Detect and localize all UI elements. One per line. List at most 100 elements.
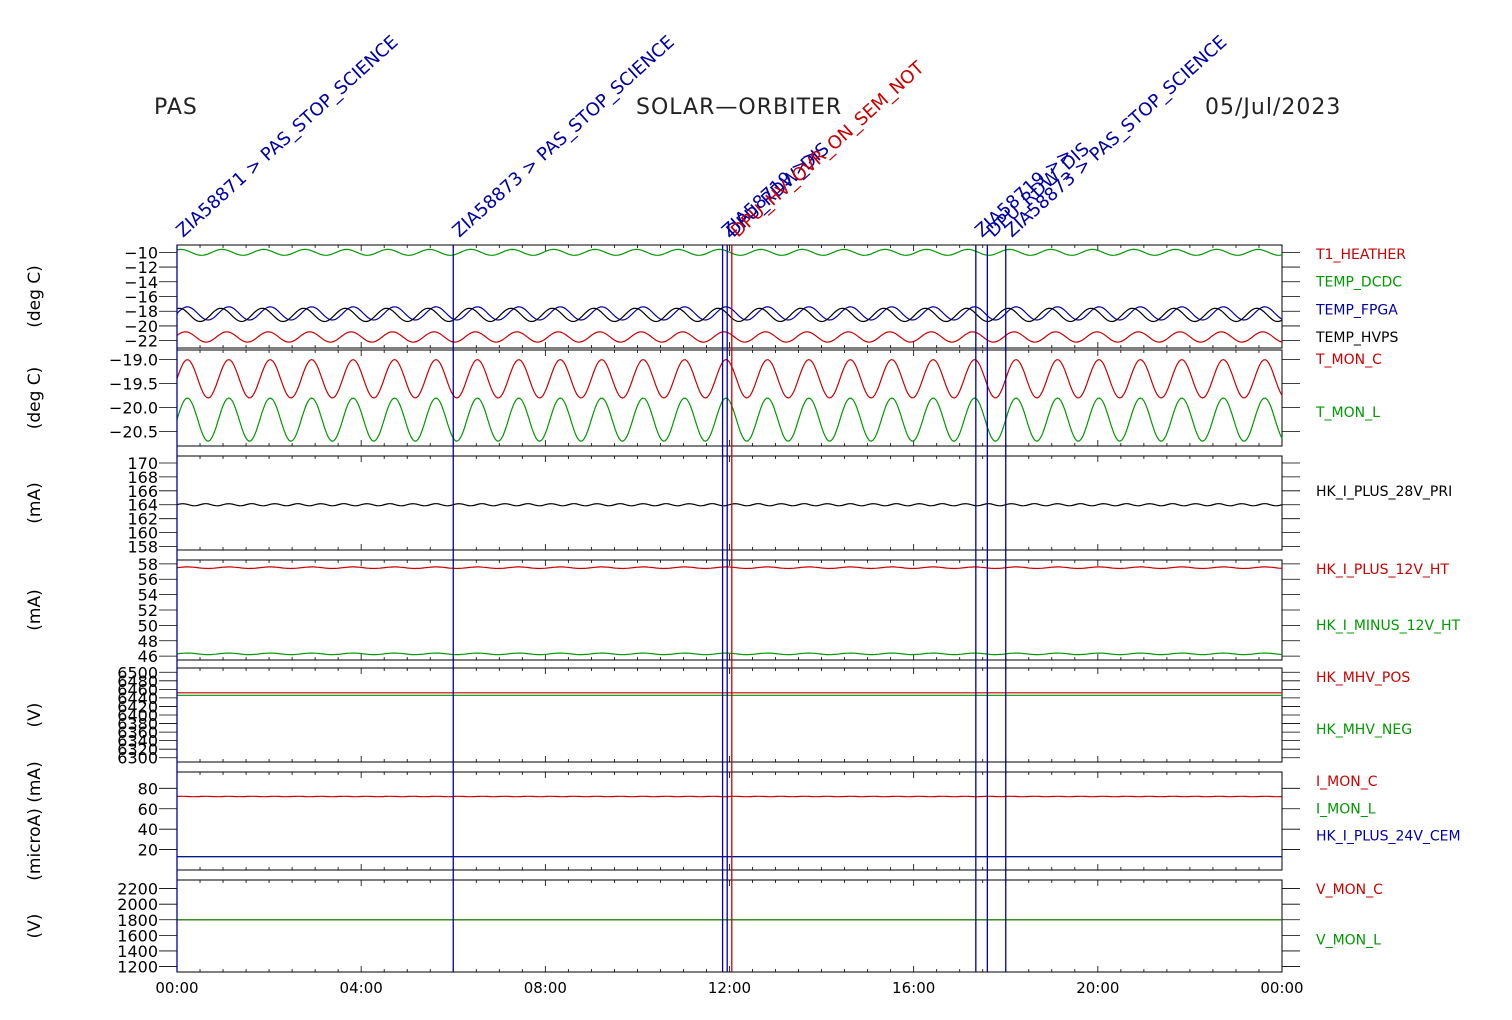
- panel-frame: [176, 244, 1283, 349]
- y-tick-label: −18: [124, 302, 158, 321]
- series-legend-label: HK_I_PLUS_12V_HT: [1316, 562, 1449, 578]
- y-tick-label: 6460: [117, 680, 158, 699]
- series-line: [176, 358, 1283, 399]
- panel-frame: [176, 349, 1283, 447]
- series-legend-label: I_MON_L: [1316, 801, 1376, 817]
- y-tick-label: −20.5: [109, 423, 158, 442]
- y-tick-label: 158: [127, 538, 158, 557]
- series-line: [176, 397, 1283, 442]
- series-legend-label: HK_I_PLUS_24V_CEM: [1316, 829, 1461, 845]
- y-axis-label: (V): [25, 703, 45, 728]
- series-line: [176, 331, 1283, 343]
- y-axis-label: (deg C): [25, 265, 45, 328]
- instrument-title: PAS: [154, 95, 198, 120]
- y-tick-label: −22: [124, 332, 158, 351]
- y-tick-label: 20: [138, 841, 158, 860]
- y-tick-label: 2200: [117, 880, 158, 899]
- panel-frame: [176, 559, 1283, 661]
- y-tick-label: 1600: [117, 926, 158, 945]
- y-tick-label: 166: [127, 482, 158, 501]
- y-tick-label: 46: [138, 647, 158, 666]
- y-tick-label: 56: [138, 570, 158, 589]
- panel-frame: [176, 667, 1283, 763]
- event-label: DPU_HV_OVR_ON_SEM_NOT: [727, 57, 929, 242]
- series-legend-label: HK_I_MINUS_12V_HT: [1316, 618, 1461, 634]
- y-tick-label: 162: [127, 510, 158, 529]
- series-line: [176, 248, 1283, 256]
- series-legend-label: T_MON_L: [1315, 405, 1380, 421]
- y-axis-label: (deg C): [25, 367, 45, 430]
- y-tick-label: 54: [138, 586, 158, 605]
- mission-title: SOLAR—ORBITER: [636, 95, 843, 120]
- y-tick-label: 168: [127, 468, 158, 487]
- y-tick-label: 58: [138, 555, 158, 574]
- y-tick-label: −19.5: [109, 375, 158, 394]
- y-tick-label: 1800: [117, 911, 158, 930]
- y-axis-label: (microA) (mA): [25, 761, 45, 880]
- y-axis-label: (mA): [25, 589, 45, 630]
- panel-frame: [176, 879, 1283, 973]
- x-tick-label: 16:00: [892, 979, 935, 997]
- y-tick-label: 164: [127, 496, 158, 515]
- series-line: [176, 307, 1283, 323]
- series-line: [176, 306, 1283, 321]
- x-tick-label: 08:00: [524, 979, 567, 997]
- series-line: [176, 566, 1283, 570]
- series-legend-label: T1_HEATHER: [1315, 247, 1406, 263]
- series-line: [176, 652, 1283, 656]
- event-label: ZIA58871 > PAS_STOP_SCIENCE: [172, 32, 402, 242]
- y-tick-label: 6400: [117, 706, 158, 725]
- y-tick-label: 40: [138, 820, 158, 839]
- y-tick-label: 6380: [117, 715, 158, 734]
- y-tick-label: −16: [124, 288, 158, 307]
- series-legend-label: TEMP_DCDC: [1315, 275, 1402, 291]
- y-tick-label: 6340: [117, 732, 158, 751]
- y-axis-label: (V): [25, 914, 45, 939]
- date-title: 05/Jul/2023: [1205, 95, 1342, 120]
- y-tick-label: 6320: [117, 740, 158, 759]
- y-tick-label: 6440: [117, 689, 158, 708]
- series-legend-label: TEMP_FPGA: [1315, 302, 1398, 318]
- series-legend-label: V_MON_C: [1316, 882, 1383, 898]
- series-legend-label: I_MON_C: [1316, 774, 1378, 790]
- series-legend-label: HK_I_PLUS_28V_PRI: [1316, 484, 1452, 500]
- panel-frame: [176, 455, 1283, 551]
- x-tick-label: 04:00: [340, 979, 383, 997]
- y-tick-label: −14: [124, 273, 158, 292]
- series-legend-label: TEMP_HVPS: [1315, 330, 1398, 346]
- y-tick-label: 6480: [117, 672, 158, 691]
- y-tick-label: 6300: [117, 749, 158, 768]
- x-tick-label: 00:00: [1260, 979, 1303, 997]
- y-tick-label: 48: [138, 632, 158, 651]
- x-tick-label: 20:00: [1076, 979, 1119, 997]
- y-tick-label: 50: [138, 616, 158, 635]
- y-tick-label: 80: [138, 779, 158, 798]
- series-legend-label: HK_MHV_NEG: [1316, 722, 1412, 738]
- x-tick-label: 00:00: [155, 979, 198, 997]
- series-legend-label: HK_MHV_POS: [1316, 670, 1410, 686]
- event-label: ZIA58873 > PAS_STOP_SCIENCE: [1001, 32, 1231, 242]
- y-tick-label: 52: [138, 601, 158, 620]
- y-tick-label: 6360: [117, 723, 158, 742]
- y-tick-label: 60: [138, 800, 158, 819]
- y-tick-label: 6500: [117, 663, 158, 682]
- y-tick-label: −10: [124, 243, 158, 262]
- y-tick-label: −20.0: [109, 399, 158, 418]
- x-tick-label: 12:00: [708, 979, 751, 997]
- series-line: [176, 503, 1283, 507]
- panel-frame: [176, 771, 1283, 871]
- y-tick-label: 2000: [117, 895, 158, 914]
- series-legend-label: T_MON_C: [1315, 352, 1382, 368]
- y-tick-label: 6420: [117, 697, 158, 716]
- y-tick-label: −19.0: [109, 351, 158, 370]
- y-tick-label: 170: [127, 454, 158, 473]
- y-tick-label: 1400: [117, 942, 158, 961]
- y-tick-label: −20: [124, 317, 158, 336]
- y-axis-label: (mA): [25, 482, 45, 523]
- y-tick-label: 160: [127, 524, 158, 543]
- event-label: DPU_RDW_DIS: [983, 139, 1094, 242]
- y-tick-label: −12: [124, 258, 158, 277]
- y-tick-label: 1200: [117, 958, 158, 977]
- event-label: ZIA58873 > PAS_STOP_SCIENCE: [449, 32, 679, 242]
